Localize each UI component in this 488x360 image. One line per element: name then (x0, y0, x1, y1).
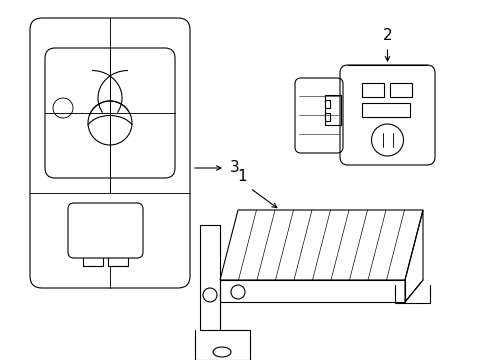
Bar (325, 95, 340, 125)
Bar (220, 280, 404, 302)
Bar (389, 83, 411, 97)
Text: 3: 3 (229, 161, 239, 175)
Text: 2: 2 (382, 28, 391, 43)
Bar (361, 83, 383, 97)
Text: 1: 1 (237, 169, 246, 184)
Bar (325, 100, 329, 108)
Bar (325, 113, 329, 121)
Bar (361, 103, 409, 117)
